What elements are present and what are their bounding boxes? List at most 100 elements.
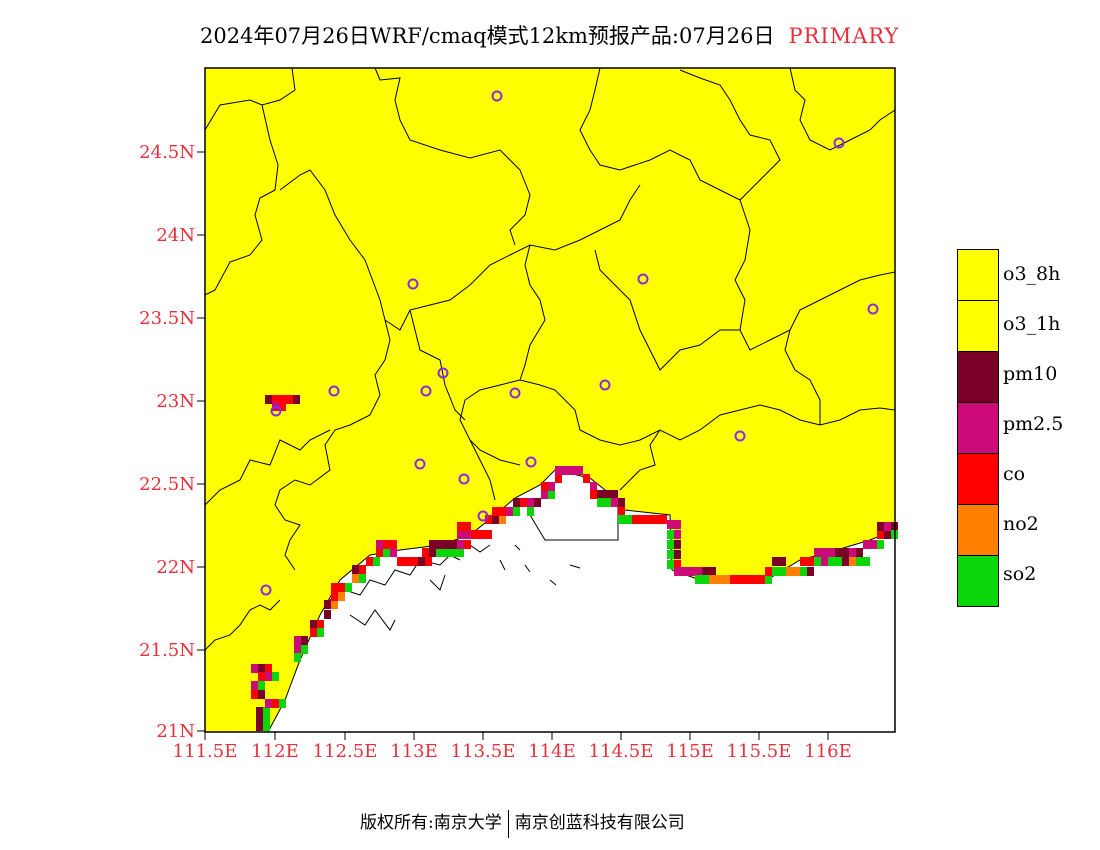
- pollutant-cell: [265, 395, 272, 404]
- y-tick-label: 22N: [156, 557, 195, 578]
- x-tick-label: 114E: [528, 741, 576, 762]
- pollutant-cell: [258, 690, 265, 699]
- pollutant-cell: [436, 548, 443, 557]
- pollutant-cell: [765, 575, 772, 584]
- pollutant-cell: [256, 707, 263, 716]
- pollutant-cell: [667, 540, 674, 549]
- pollutant-cell: [373, 557, 380, 566]
- city-marker: [270, 405, 282, 417]
- pollutant-cell: [814, 548, 821, 557]
- pollutant-cell: [258, 681, 265, 690]
- x-tick-label: 112.5E: [312, 741, 378, 762]
- pollutant-cell: [251, 681, 258, 690]
- legend-label: so2: [1003, 563, 1037, 585]
- pollutant-cell: [265, 672, 272, 681]
- pollutant-cell: [338, 583, 345, 592]
- pollutant-cell: [667, 560, 674, 569]
- pollutant-cell: [464, 540, 471, 549]
- city-marker: [477, 510, 489, 522]
- pollutant-cell: [324, 610, 331, 619]
- map-title: 2024年07月26日WRF/cmaq模式12km预报产品:07月26日 PRIM…: [200, 20, 980, 50]
- pollutant-cell: [376, 548, 383, 557]
- pollutant-cell: [646, 515, 653, 524]
- x-tick-label: 112E: [251, 741, 299, 762]
- pollutant-cell: [569, 466, 576, 475]
- pollutant-cell: [263, 715, 270, 724]
- pollutant-cell: [590, 490, 597, 499]
- pollutant-cell: [541, 490, 548, 499]
- pollutant-cell: [562, 466, 569, 475]
- x-tick-label: 113.5E: [450, 741, 516, 762]
- pearl-river-estuary: [329, 544, 581, 631]
- pollutant-cell: [425, 557, 432, 566]
- pollutant-cell: [758, 575, 765, 584]
- pollutant-cell: [294, 645, 301, 654]
- sea-area: [268, 470, 895, 732]
- title-text: 2024年07月26日WRF/cmaq模式12km预报产品:07月26日: [200, 24, 775, 48]
- pollutant-cell: [863, 557, 870, 566]
- pollutant-cell: [604, 490, 611, 499]
- map-frame: [204, 67, 896, 733]
- pollutant-cell: [513, 507, 520, 516]
- pollutant-cell: [870, 540, 877, 549]
- pollutant-cell: [611, 498, 618, 507]
- pollutant-cell: [534, 498, 541, 507]
- pollutant-cell: [674, 567, 681, 576]
- pollutant-cell: [674, 550, 681, 559]
- city-marker: [491, 90, 503, 102]
- legend-swatch-pm10: [958, 352, 998, 403]
- y-tick-label: 21.5N: [139, 640, 195, 661]
- x-tick-label: 114.5E: [588, 741, 654, 762]
- pollutant-cell: [272, 699, 279, 708]
- pollutant-cell: [730, 575, 737, 584]
- pollutant-cell: [842, 557, 849, 566]
- pollutant-cell: [695, 567, 702, 576]
- pollutant-cell: [457, 530, 464, 539]
- legend-label: o3_1h: [1003, 313, 1061, 335]
- pollutant-cell: [765, 567, 772, 576]
- pollutant-cell: [294, 636, 301, 645]
- pollutant-cell: [457, 522, 464, 531]
- pollutant-cell: [800, 557, 807, 566]
- pollutant-cell: [256, 715, 263, 724]
- pollutant-cell: [597, 490, 604, 499]
- pollutant-cell: [492, 515, 499, 524]
- pollutant-cell: [709, 567, 716, 576]
- pollutant-cell: [807, 567, 814, 576]
- pollutant-cell: [576, 466, 583, 475]
- pollutant-cell: [265, 699, 272, 708]
- city-marker: [637, 273, 649, 285]
- pollutant-cell: [555, 466, 562, 475]
- pollutant-cell: [779, 557, 786, 566]
- legend-swatch-o3-8h: [958, 250, 998, 301]
- pollutant-cell: [366, 557, 373, 566]
- pollutant-cell: [310, 620, 317, 629]
- legend-swatch-o3-1h: [958, 301, 998, 352]
- pollutant-cell: [688, 567, 695, 576]
- pollutant-cell: [632, 515, 639, 524]
- pollutant-cell: [681, 567, 688, 576]
- pollutant-cell: [331, 583, 338, 592]
- pollutant-cell: [821, 548, 828, 557]
- pollutant-cell: [513, 498, 520, 507]
- y-tick-label: 23.5N: [139, 308, 195, 329]
- pollutant-cell: [849, 548, 856, 557]
- pollutant-cell: [499, 507, 506, 516]
- x-tick-label: 115E: [666, 741, 714, 762]
- pollutant-cell: [279, 395, 286, 404]
- pollutant-cell: [478, 530, 485, 539]
- city-marker: [407, 278, 419, 290]
- copyright-right: 南京创蓝科技有限公司: [514, 813, 685, 833]
- pollutant-cell: [485, 515, 492, 524]
- province-boundaries: [204, 67, 896, 651]
- legend-swatch-so2: [958, 556, 998, 606]
- pollutant-cell: [828, 548, 835, 557]
- pollutant-cell: [856, 548, 863, 557]
- pollutant-cell: [457, 540, 464, 549]
- pollutant-cell: [541, 482, 548, 491]
- color-legend: [957, 249, 999, 607]
- pollutant-cell: [877, 530, 884, 539]
- pollutant-cell: [294, 653, 301, 662]
- pollutant-cell: [256, 722, 263, 731]
